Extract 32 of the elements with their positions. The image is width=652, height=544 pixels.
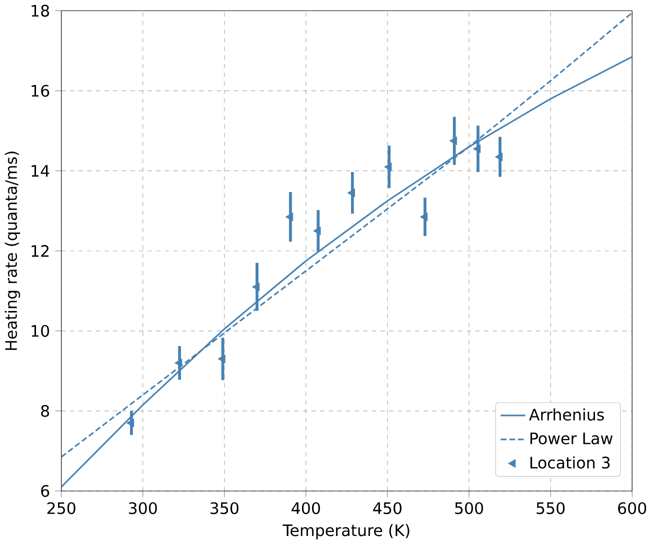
- legend-label: Location 3: [530, 456, 610, 469]
- point: [126, 418, 134, 428]
- x-tick-label: 600: [618, 502, 646, 514]
- x-tick-label: 550: [536, 502, 565, 514]
- legend-label: Arrhenius: [529, 408, 604, 421]
- y-tick-label: 10: [32, 324, 50, 337]
- x-tick-label: 250: [47, 502, 76, 514]
- point: [473, 144, 481, 154]
- x-tick-label: 500: [455, 502, 484, 514]
- y-tick-label: 18: [32, 4, 50, 17]
- y-tick-label: 8: [41, 404, 50, 417]
- point: [348, 188, 356, 198]
- y-axis-title: Heating rate (quanta/ms): [4, 152, 20, 350]
- y-tick-label: 12: [32, 244, 49, 257]
- y-tick-label: 14: [32, 165, 50, 177]
- x-tick-label: 300: [128, 502, 157, 514]
- x-tick-label: 450: [373, 502, 402, 514]
- legend-label: Power Law: [530, 432, 613, 444]
- point: [313, 226, 321, 236]
- point: [286, 212, 294, 222]
- point: [252, 282, 260, 292]
- point: [174, 358, 182, 368]
- point: [384, 162, 392, 172]
- point: [218, 354, 226, 364]
- point: [449, 136, 457, 146]
- x-tick-label: 350: [210, 502, 238, 514]
- y-tick-label: 6: [41, 484, 50, 497]
- y-tick-label: 16: [32, 84, 50, 97]
- x-tick-label: 400: [292, 502, 320, 514]
- point: [495, 152, 503, 162]
- x-axis-title: Temperature (K): [282, 524, 410, 540]
- point: [420, 212, 428, 222]
